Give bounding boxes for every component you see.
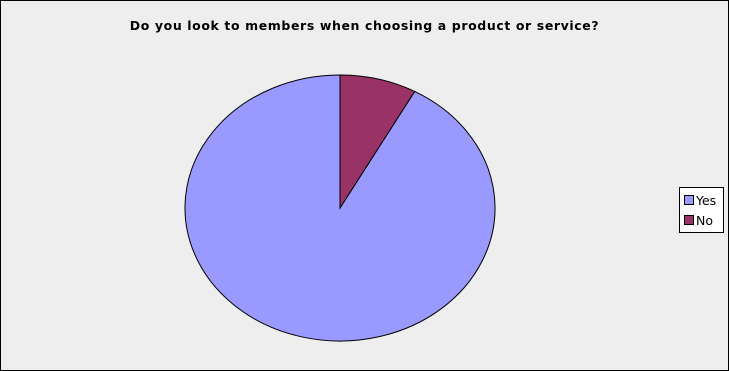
legend-label-no: No — [696, 212, 713, 228]
legend: Yes No — [679, 187, 724, 233]
chart-title: Do you look to members when choosing a p… — [129, 18, 600, 33]
legend-swatch-no — [684, 215, 694, 225]
legend-item-no: No — [684, 210, 723, 230]
legend-label-yes: Yes — [696, 192, 717, 208]
pie-slice-no — [339, 74, 416, 210]
legend-item-yes: Yes — [684, 190, 723, 210]
legend-swatch-yes — [684, 195, 694, 205]
